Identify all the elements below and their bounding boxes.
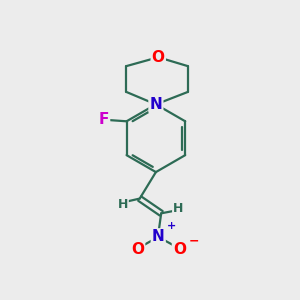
- Text: −: −: [188, 235, 199, 248]
- Text: O: O: [131, 242, 144, 257]
- Text: +: +: [167, 220, 176, 231]
- Text: O: O: [152, 50, 165, 65]
- Text: F: F: [99, 112, 109, 127]
- Text: N: N: [149, 97, 162, 112]
- Text: H: H: [173, 202, 184, 214]
- Text: N: N: [152, 230, 165, 244]
- Text: O: O: [173, 242, 186, 257]
- Text: H: H: [117, 198, 128, 211]
